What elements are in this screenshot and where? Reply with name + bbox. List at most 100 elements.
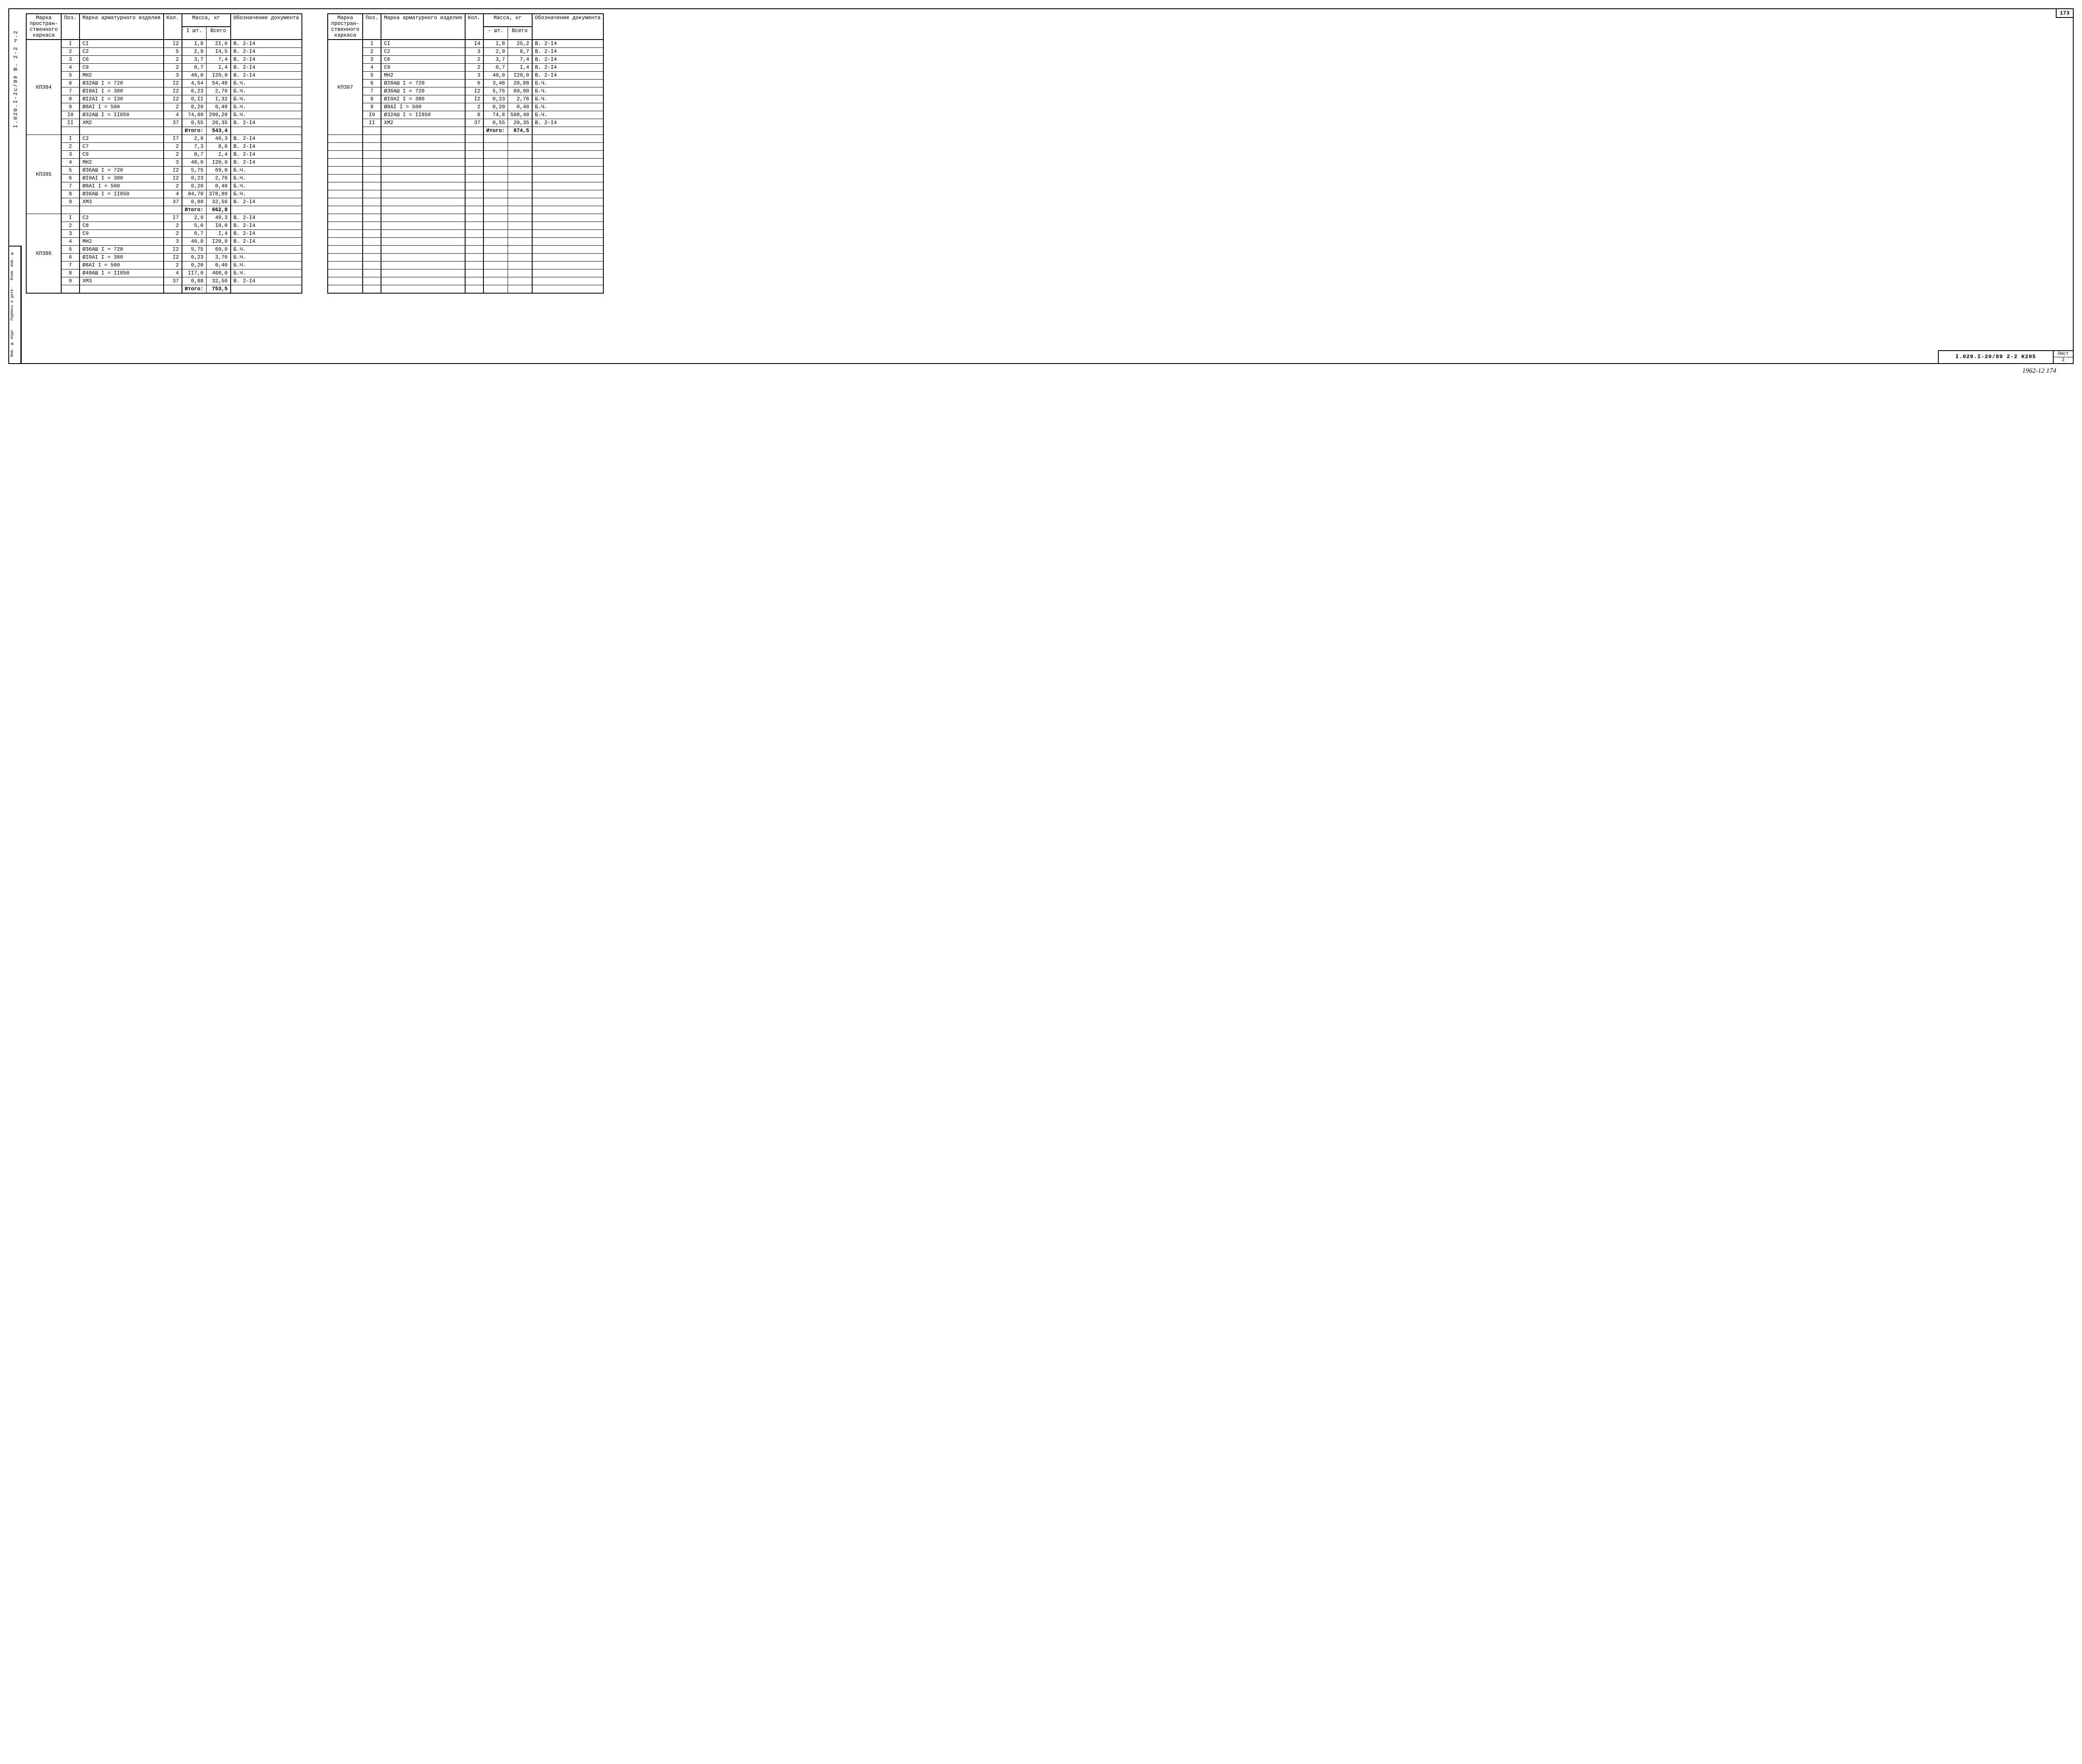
pos-cell: 6: [61, 254, 80, 262]
table-row: I0Ø32АШ I = II850474,80299,20Б.Ч.: [26, 111, 302, 119]
mass-total-cell: I,4: [508, 64, 532, 72]
doc-cell: Б.Ч.: [231, 182, 302, 190]
item-cell: СI: [381, 40, 465, 48]
pos-cell: 2: [61, 143, 80, 151]
mass-total-cell: 7,4: [206, 56, 231, 64]
qty-cell: I2: [164, 246, 182, 254]
table-row: 6Ø28АШ I = 72063,4820,88Б.Ч.: [328, 80, 603, 87]
mass-total-cell: I20,0: [206, 72, 231, 80]
mass-total-cell: 0,40: [206, 262, 231, 269]
mass-one-cell: 0,7: [182, 64, 207, 72]
mass-one-cell: 40,0: [182, 238, 207, 246]
pos-cell: I0: [363, 111, 381, 119]
mass-one-cell: I,8: [182, 40, 207, 48]
spec-table-left: Марка простран-ственного каркаса Поз. Ма…: [26, 13, 302, 294]
mass-one-cell: 40,0: [182, 159, 207, 167]
pos-cell: 9: [363, 103, 381, 111]
mass-total-cell: 2I,6: [206, 40, 231, 48]
doc-cell: Б.Ч.: [231, 262, 302, 269]
total-label: Итого:: [182, 206, 207, 214]
mass-one-cell: 4,54: [182, 80, 207, 87]
doc-cell: В. 2-I4: [231, 159, 302, 167]
table-row: 7Ø8АI I = 50020,200,40Б.Ч.: [26, 182, 302, 190]
mass-total-cell: 32,56: [206, 277, 231, 285]
qty-cell: I2: [164, 87, 182, 95]
pos-cell: 8: [61, 95, 80, 103]
pos-cell: 3: [61, 151, 80, 159]
table-row: 6Ø32АШ I = 720I24,5454,48Б.Ч.: [26, 80, 302, 87]
pos-cell: 2: [61, 222, 80, 230]
table-row: 5МН2340,0I20,0В. 2-I4: [328, 72, 603, 80]
total-row: Итого: 543,4: [26, 127, 302, 135]
doc-cell: В. 2-I4: [231, 230, 302, 238]
item-cell: С9: [80, 151, 164, 159]
mass-total-cell: I4,5: [206, 48, 231, 56]
mass-total-cell: I0,0: [206, 222, 231, 230]
pos-cell: 5: [363, 72, 381, 80]
side-code: I.020.I-2с/89 В. 2-2 ч.2: [12, 30, 19, 128]
blank-row: [328, 182, 603, 190]
doc-cell: В. 2-I4: [532, 48, 604, 56]
stamp-vzam: Взам. инв. №: [9, 247, 21, 285]
qty-cell: 4: [164, 269, 182, 277]
item-cell: С2: [381, 48, 465, 56]
mass-one-cell: 0,23: [182, 87, 207, 95]
spec-table-right: Марка простран-ственного каркаса Поз. Ма…: [327, 13, 604, 294]
table-row: 7Ø36АШ I = 720I25,7569,00Б.Ч.: [328, 87, 603, 95]
doc-cell: В. 2-I4: [231, 40, 302, 48]
qty-cell: 2: [164, 103, 182, 111]
mass-total-cell: I,4: [206, 230, 231, 238]
pos-cell: II: [61, 119, 80, 127]
doc-cell: В. 2-I4: [231, 119, 302, 127]
item-cell: ХМ2: [80, 119, 164, 127]
pos-cell: 5: [61, 167, 80, 174]
qty-cell: 2: [465, 64, 483, 72]
item-cell: С2: [80, 135, 164, 143]
mass-total-cell: 7,4: [508, 56, 532, 64]
doc-cell: Б.Ч.: [231, 80, 302, 87]
doc-cell: Б.Ч.: [532, 103, 604, 111]
qty-cell: 3: [164, 159, 182, 167]
total-label: Итого:: [483, 127, 508, 135]
table-row: 4С920,7I,4В. 2-I4: [328, 64, 603, 72]
qty-cell: 37: [164, 198, 182, 206]
doc-cell: Б.Ч.: [532, 87, 604, 95]
doc-cell: Б.Ч.: [231, 95, 302, 103]
blank-row: [328, 230, 603, 238]
table-row: 6ØI0АI I = 380I20,232,76Б.Ч.: [26, 174, 302, 182]
qty-cell: I2: [164, 167, 182, 174]
blank-row: [328, 269, 603, 277]
doc-cell: Б.Ч.: [231, 103, 302, 111]
table-row: 3С920,7I,4В. 2-I4: [26, 230, 302, 238]
qty-cell: I2: [164, 80, 182, 87]
mass-total-cell: I20,0: [508, 72, 532, 80]
mass-total-cell: 598,40: [508, 111, 532, 119]
total-value: 874,5: [508, 127, 532, 135]
mass-one-cell: 0,7: [182, 151, 207, 159]
mass-total-cell: 0,40: [206, 103, 231, 111]
table-row: 7Ø8АI I = 50020,200,40Б.Ч.: [26, 262, 302, 269]
blank-row: [328, 262, 603, 269]
blank-row: [328, 190, 603, 198]
item-cell: Ø36АШ I = 720: [381, 87, 465, 95]
qty-cell: 2: [164, 151, 182, 159]
pos-cell: 8: [363, 95, 381, 103]
blank-row: [328, 254, 603, 262]
pos-cell: I: [363, 40, 381, 48]
qty-cell: 2: [164, 64, 182, 72]
mass-one-cell: 0,7: [182, 230, 207, 238]
mass-one-cell: II7,0: [182, 269, 207, 277]
blank-row: [328, 135, 603, 143]
doc-cell: В. 2-I4: [231, 198, 302, 206]
pos-cell: 4: [363, 64, 381, 72]
item-cell: ХМ3: [80, 198, 164, 206]
mass-one-cell: 2,9: [182, 135, 207, 143]
item-cell: Ø8АI I = 500: [381, 103, 465, 111]
pos-cell: 2: [61, 48, 80, 56]
pos-cell: II: [363, 119, 381, 127]
blank-row: [328, 151, 603, 159]
mass-one-cell: 0,55: [483, 119, 508, 127]
item-cell: Ø8АI I = 500: [80, 182, 164, 190]
drawing-code: I.020.I-20/89 2-2 К205: [1939, 351, 2054, 363]
mass-total-cell: 54,48: [206, 80, 231, 87]
